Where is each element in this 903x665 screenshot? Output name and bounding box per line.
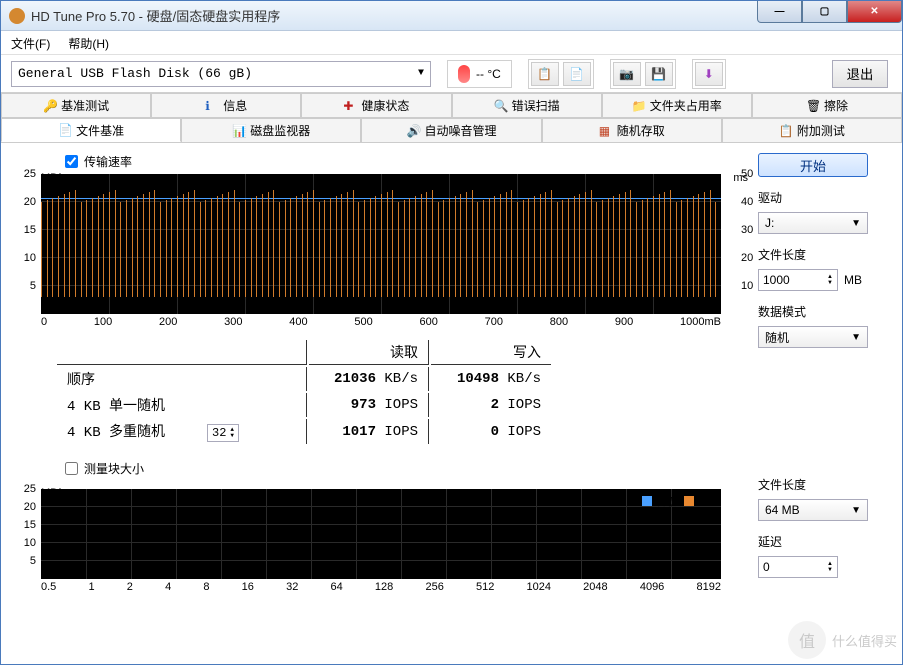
delay-label: 延迟 <box>758 533 888 550</box>
device-name: General USB Flash Disk (66 gB) <box>18 66 252 81</box>
options-button[interactable]: ⬇ <box>695 62 723 86</box>
menubar: 文件(F) 帮助(H) <box>1 31 902 55</box>
watermark-text: 什么值得买 <box>832 631 897 650</box>
monitor-icon: 📊 <box>232 124 246 138</box>
block-size-label: 测量块大小 <box>84 460 144 477</box>
thermometer-icon <box>458 65 470 83</box>
delay-spinner[interactable]: 0▲▼ <box>758 556 838 578</box>
temperature-value: -- °C <box>476 67 501 81</box>
app-icon <box>9 8 25 24</box>
transfer-rate-label: 传输速率 <box>84 153 132 170</box>
info-icon: ℹ <box>205 99 219 113</box>
gauge-icon: 🔑 <box>43 99 57 113</box>
result-row-label: 4 KB 单一随机 <box>57 393 307 417</box>
filelen1-unit: MB <box>844 273 862 287</box>
folder-icon: 📁 <box>632 99 646 113</box>
maximize-button[interactable]: ▢ <box>802 1 847 23</box>
tab-erase[interactable]: 🗑擦除 <box>752 93 902 117</box>
copy-all-button[interactable]: 📄 <box>563 62 591 86</box>
window-title: HD Tune Pro 5.70 - 硬盘/固态硬盘实用程序 <box>31 6 757 25</box>
drive-select[interactable]: J:▼ <box>758 212 868 234</box>
close-button[interactable]: ✕ <box>847 1 902 23</box>
datamode-select[interactable]: 随机▼ <box>758 326 868 348</box>
menu-help[interactable]: 帮助(H) <box>68 35 109 50</box>
tab-error-scan[interactable]: 🔍错误扫描 <box>452 93 602 117</box>
chevron-down-icon: ▼ <box>851 218 861 229</box>
trash-icon: 🗑 <box>806 99 820 113</box>
device-select[interactable]: General USB Flash Disk (66 gB) ▼ <box>11 61 431 87</box>
tab-disk-monitor[interactable]: 📊磁盘监视器 <box>181 118 361 142</box>
result-row-label: 顺序 <box>57 367 307 391</box>
legend-write-swatch <box>684 496 694 506</box>
col-write: 写入 <box>431 340 551 365</box>
filelen2-select[interactable]: 64 MB▼ <box>758 499 868 521</box>
health-icon: ✚ <box>343 99 357 113</box>
queue-depth-spinner[interactable]: 32 ▲▼ <box>207 424 239 442</box>
chevron-down-icon: ▼ <box>851 332 861 343</box>
tab-file-benchmark[interactable]: 📄文件基准 <box>1 118 181 142</box>
tab-info[interactable]: ℹ信息 <box>151 93 301 117</box>
tab-benchmark[interactable]: 🔑基准测试 <box>1 93 151 117</box>
minimize-button[interactable]: — <box>757 1 802 23</box>
watermark-logo: 值 <box>788 621 826 659</box>
tab-aam[interactable]: 🔊自动噪音管理 <box>361 118 541 142</box>
temperature-display: -- °C <box>447 60 512 88</box>
filelen1-label: 文件长度 <box>758 246 888 263</box>
file-icon: 📄 <box>58 123 72 137</box>
extra-icon: 📋 <box>779 124 793 138</box>
speaker-icon: 🔊 <box>407 124 421 138</box>
drive-label: 驱动 <box>758 189 888 206</box>
tab-folder-usage[interactable]: 📁文件夹占用率 <box>602 93 752 117</box>
col-read: 读取 <box>309 340 429 365</box>
results-table: 读取写入 顺序21036 KB/s10498 KB/s4 KB 单一随机973 … <box>55 338 553 446</box>
block-size-chart: 读取 写入 MB/s 510152025 0.51248163264128256… <box>15 489 748 593</box>
tab-random-access[interactable]: ▦随机存取 <box>542 118 722 142</box>
transfer-rate-checkbox[interactable] <box>65 155 78 168</box>
legend-read-swatch <box>642 496 652 506</box>
tab-health[interactable]: ✚健康状态 <box>301 93 451 117</box>
datamode-label: 数据模式 <box>758 303 888 320</box>
start-button[interactable]: 开始 <box>758 153 868 177</box>
copy-button[interactable]: 📋 <box>531 62 559 86</box>
toolbar: General USB Flash Disk (66 gB) ▼ -- °C 📋… <box>1 55 902 93</box>
exit-button[interactable]: 退出 <box>832 60 888 88</box>
random-icon: ▦ <box>599 124 613 138</box>
screenshot-button[interactable]: 📷 <box>613 62 641 86</box>
watermark: 值 什么值得买 <box>788 621 897 659</box>
titlebar: HD Tune Pro 5.70 - 硬盘/固态硬盘实用程序 — ▢ ✕ <box>1 1 902 31</box>
chevron-down-icon: ▼ <box>418 68 424 79</box>
block-size-checkbox[interactable] <box>65 462 78 475</box>
tab-row-2: 📄文件基准 📊磁盘监视器 🔊自动噪音管理 ▦随机存取 📋附加测试 <box>1 118 902 143</box>
filelen2-label: 文件长度 <box>758 476 888 493</box>
menu-file[interactable]: 文件(F) <box>11 35 50 50</box>
tab-extra-tests[interactable]: 📋附加测试 <box>722 118 902 142</box>
filelen1-spinner[interactable]: 1000▲▼ <box>758 269 838 291</box>
transfer-chart: MB/s ms 510152025 1020304050 01002003004… <box>15 174 748 328</box>
result-row-label: 4 KB 多重随机 32 ▲▼ <box>57 419 307 444</box>
chevron-down-icon: ▼ <box>851 505 861 516</box>
tab-row-1: 🔑基准测试 ℹ信息 ✚健康状态 🔍错误扫描 📁文件夹占用率 🗑擦除 <box>1 93 902 118</box>
magnifier-icon: 🔍 <box>494 99 508 113</box>
save-button[interactable]: 💾 <box>645 62 673 86</box>
right-panel: 开始 驱动 J:▼ 文件长度 1000▲▼ MB 数据模式 随机▼ 文件长度 6… <box>758 153 888 593</box>
